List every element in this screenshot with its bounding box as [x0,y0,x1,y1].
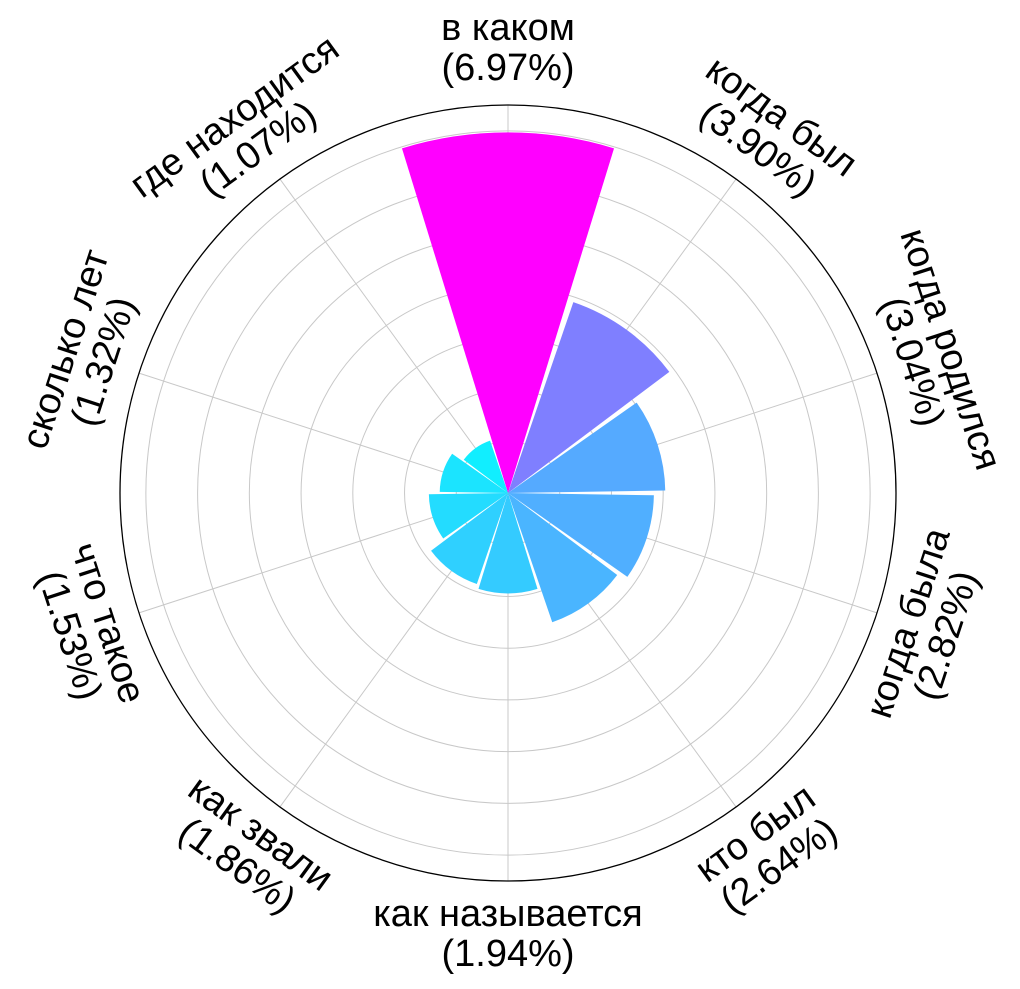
bar-8 [428,493,508,539]
category-label-6: как называется(1.94%) [373,893,643,975]
bar-6 [478,493,538,594]
category-label-4: когда была(2.82%) [858,522,987,723]
category-label-3: когда родился(3.04%) [872,224,1009,476]
category-label-8: что такое(1.53%) [29,538,153,709]
bar-4 [508,493,654,577]
category-label-2: когда был(3.90%) [692,48,865,205]
outer-frame-circle [119,104,897,882]
angular-gridline [279,178,509,494]
category-label-9: сколько лет(1.32%) [14,245,144,454]
category-label-7: как звали(1.86%) [171,767,341,922]
bar-10 [463,440,508,493]
category-name: в каком [441,7,575,49]
bars-group [401,132,670,623]
bar-5 [508,493,618,623]
category-name: как называется [373,893,643,935]
category-value-label: (1.94%) [441,933,574,975]
bar-7 [431,493,508,585]
bar-2 [508,302,670,493]
bar-3 [508,402,666,493]
bar-1 [401,132,615,493]
category-label-5: кто был(2.64%) [688,776,845,922]
category-value-label: (6.97%) [441,47,574,89]
category-label-1: в каком(6.97%) [441,7,575,89]
bar-9 [439,453,508,493]
